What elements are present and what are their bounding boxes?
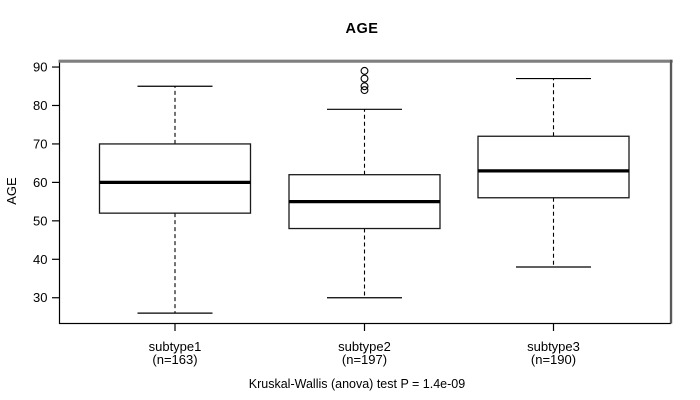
y-tick-label-30: 30 <box>33 290 47 305</box>
y-tick-label-70: 70 <box>33 136 47 151</box>
x-count-label-subtype2: (n=197) <box>342 352 387 367</box>
stat-test-annotation: Kruskal-Wallis (anova) test P = 1.4e-09 <box>249 377 465 391</box>
outlier-point-subtype2-84 <box>360 86 369 95</box>
chart-title: AGE <box>346 21 379 37</box>
x-count-label-subtype3: (n=190) <box>531 352 576 367</box>
y-tick-label-80: 80 <box>33 98 47 113</box>
iqr-box-subtype3 <box>477 135 630 199</box>
y-tick-label-50: 50 <box>33 213 47 228</box>
outlier-point-subtype2-85 <box>360 82 369 91</box>
outlier-point-subtype2-87 <box>360 74 369 83</box>
outlier-point-subtype2-89 <box>360 66 369 75</box>
y-tick-label-90: 90 <box>33 60 47 75</box>
x-category-label-subtype3: subtype3 <box>527 339 580 354</box>
y-tick-label-40: 40 <box>33 252 47 267</box>
x-category-label-subtype1: subtype1 <box>149 339 202 354</box>
y-tick-label-60: 60 <box>33 175 47 190</box>
x-category-label-subtype2: subtype2 <box>338 339 391 354</box>
iqr-box-subtype1 <box>98 143 252 214</box>
x-count-label-subtype1: (n=163) <box>152 352 197 367</box>
plot-area: 30405060708090subtype1(n=163)subtype2(n=… <box>33 60 673 367</box>
y-axis-title: AGE <box>4 177 19 205</box>
